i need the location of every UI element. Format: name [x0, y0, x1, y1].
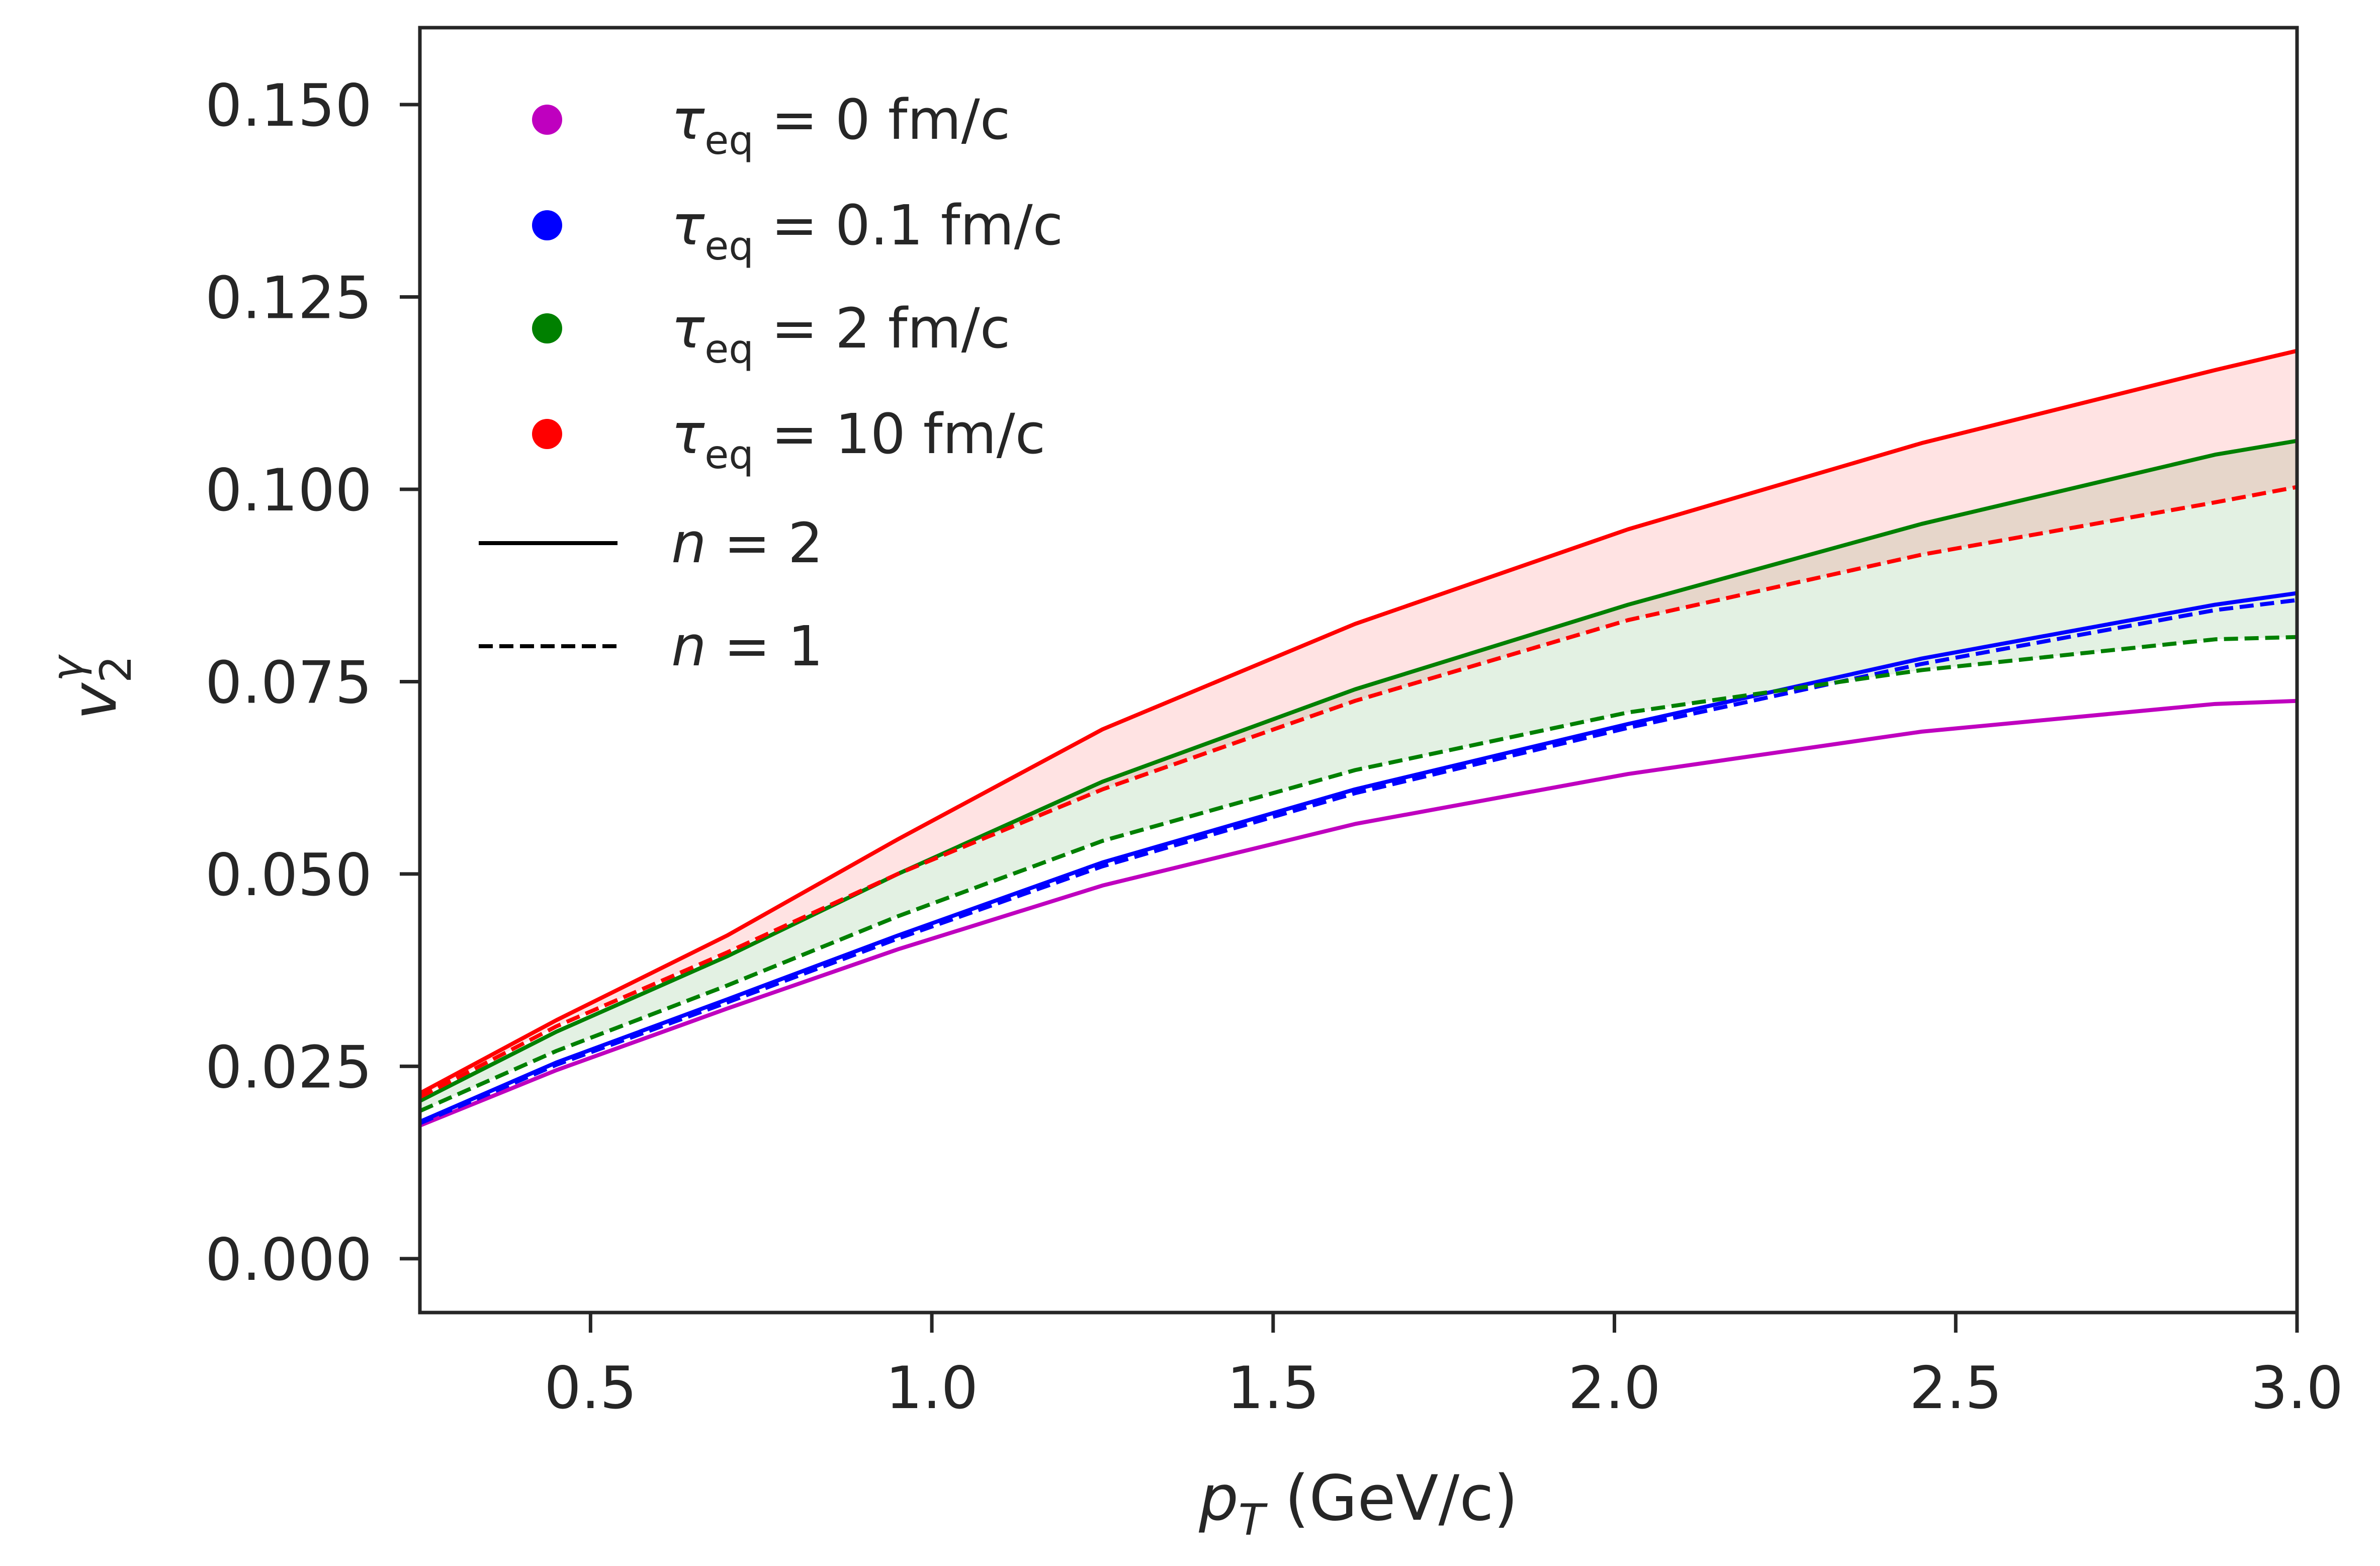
y-tick-label: 0.050 — [205, 841, 372, 909]
legend-label: τeq = 2 fm/c — [671, 296, 1010, 372]
y-tick-label: 0.125 — [205, 264, 372, 332]
y-axis: 0.000 0.025 0.050 0.075 0.100 0.125 0.150 — [205, 72, 420, 1294]
series-line-tau-2-n1 — [419, 635, 2298, 1113]
legend: τeq = 0 fm/c τeq = 0.1 fm/c τeq = 2 fm/c τe… — [479, 88, 1063, 678]
series-line-tau-10-n2 — [419, 349, 2298, 1095]
legend-label: n = 1 — [671, 614, 823, 678]
y-tick-label: 0.075 — [205, 649, 372, 717]
legend-marker — [532, 210, 562, 240]
x-tick-label: 0.5 — [544, 1354, 637, 1422]
x-tick-label: 2.0 — [1568, 1354, 1660, 1422]
band-area — [420, 441, 2297, 1111]
series-line-tau-2-n2 — [419, 439, 2298, 1103]
legend-item: n = 1 — [479, 614, 823, 678]
legend-item: τeq = 0.1 fm/c — [532, 193, 1063, 269]
x-tick-label: 3.0 — [2251, 1354, 2343, 1422]
legend-label: τeq = 0.1 fm/c — [671, 193, 1063, 269]
legend-marker — [532, 105, 562, 135]
plot-frame — [418, 26, 2299, 1315]
series-line-tau-0-n2 — [419, 699, 2298, 1127]
series-line-tau-0.1-n2 — [419, 591, 2298, 1124]
y-tick-label: 0.025 — [205, 1033, 372, 1101]
legend-label: n = 2 — [671, 511, 823, 575]
legend-marker — [532, 313, 562, 343]
legend-label: τeq = 0 fm/c — [671, 88, 1010, 163]
bands-layer — [420, 351, 2297, 1111]
legend-item: τeq = 2 fm/c — [532, 296, 1010, 372]
legend-item: τeq = 0 fm/c — [532, 88, 1010, 163]
x-tick-label: 2.5 — [1909, 1354, 2002, 1422]
series-line-tau-0.1-n1 — [419, 598, 2298, 1125]
x-tick-label: 1.0 — [886, 1354, 978, 1422]
x-tick-label: 1.5 — [1227, 1354, 1319, 1422]
y-axis-title: v2γ — [43, 654, 141, 720]
band-area — [420, 351, 2297, 1097]
y-tick-label: 0.150 — [205, 72, 372, 140]
lines-layer — [419, 349, 2298, 1127]
legend-item: n = 2 — [479, 511, 823, 575]
legend-item: τeq = 10 fm/c — [532, 402, 1045, 478]
x-axis: 0.5 1.0 1.5 2.0 2.5 3.0 — [544, 1313, 2343, 1422]
legend-marker — [532, 419, 562, 449]
y-tick-label: 0.000 — [205, 1226, 372, 1294]
x-axis-title: pT (GeV/c) — [1198, 1462, 1518, 1545]
y-tick-label: 0.100 — [205, 457, 372, 525]
legend-label: τeq = 10 fm/c — [671, 402, 1045, 478]
